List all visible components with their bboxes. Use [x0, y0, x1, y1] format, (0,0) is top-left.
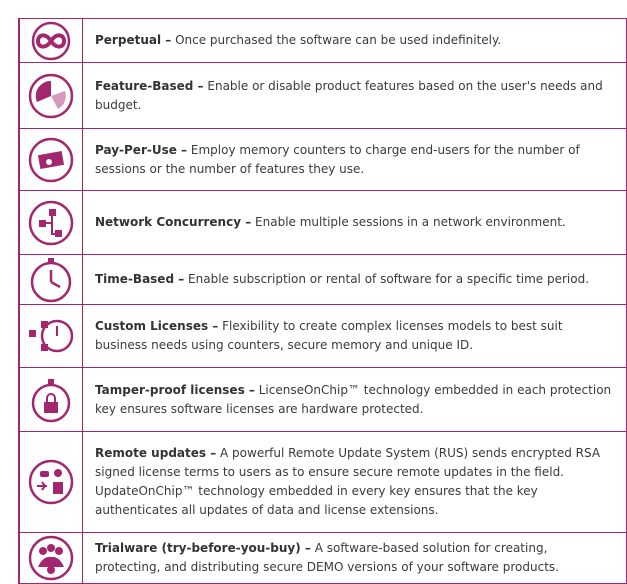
row: Pay-Per-Use – Employ memory counters to … — [18, 128, 627, 191]
row-title: Pay-Per-Use – — [95, 142, 188, 157]
row-text: LicenseOnChip™ technology embedded in ea… — [95, 382, 612, 416]
row: Network Concurrency – Enable multiple se… — [18, 190, 627, 255]
row-text: Once purchased the software can be used … — [175, 33, 502, 47]
license-table: Perpetual – Once purchased the software … — [18, 18, 627, 584]
row-title: Custom Licenses – — [95, 319, 219, 333]
icon — [31, 21, 71, 60]
icon — [31, 378, 71, 422]
row: Custom Licenses – Flexibility to create … — [18, 304, 627, 368]
row: Trialware (try-before-you-buy) – A softw… — [18, 532, 627, 584]
icon — [28, 200, 74, 245]
icon — [30, 257, 72, 302]
row: Perpetual – Once purchased the software … — [18, 18, 627, 63]
row-text: A powerful Remote Update System (RUS) se… — [95, 446, 601, 517]
row: Remote updates – A powerful Remote Updat… — [18, 431, 627, 533]
row-text: Enable or disable product features based… — [95, 78, 603, 112]
row-title: Remote updates – — [95, 446, 217, 460]
row-title: Feature-Based – — [95, 78, 204, 93]
row-title: Tamper-proof licenses – — [95, 382, 255, 397]
icon — [28, 535, 74, 581]
row-title: Network Concurrency – — [95, 215, 252, 229]
icon — [28, 459, 74, 505]
row-title: Time-Based – — [95, 272, 185, 286]
row: Tamper-proof licenses – LicenseOnChip™ t… — [18, 367, 627, 432]
icon — [29, 319, 74, 353]
row-text: Enable multiple sessions in a network en… — [255, 215, 566, 229]
row-text: Flexibility to create complex licenses m… — [95, 319, 563, 352]
row: Feature-Based – Enable or disable produc… — [18, 62, 627, 129]
row-text: Enable subscription or rental of softwar… — [188, 272, 590, 286]
icon — [28, 137, 74, 182]
row-text: Employ memory counters to charge end-use… — [95, 142, 580, 176]
row-title: Perpetual – — [95, 33, 172, 47]
row: Time-Based – Enable subscription or rent… — [18, 254, 627, 305]
icon — [28, 73, 74, 118]
row-title: Trialware (try-before-you-buy) – — [95, 541, 311, 555]
row-text: A software-based solution for creating, … — [95, 541, 559, 574]
